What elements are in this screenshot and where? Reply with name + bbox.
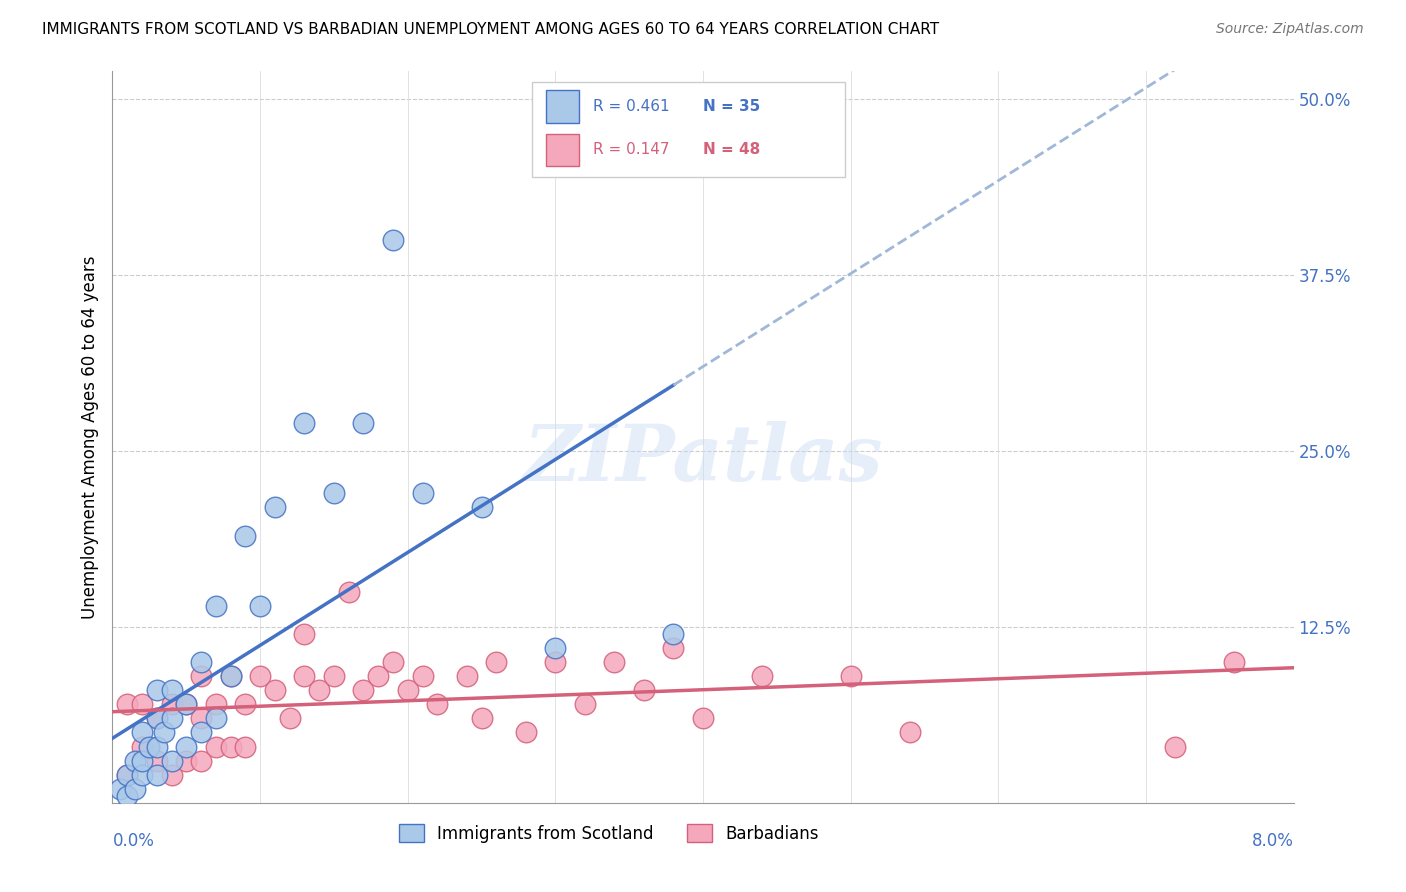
Point (278, 711, 301, 725)
Text: N = 35: N = 35 (703, 99, 761, 113)
Text: IMMIGRANTS FROM SCOTLAND VS BARBADIAN UNEMPLOYMENT AMONG AGES 60 TO 64 YEARS COR: IMMIGRANTS FROM SCOTLAND VS BARBADIAN UN… (42, 22, 939, 37)
Point (124, 754, 146, 768)
Point (367, 669, 389, 683)
Point (323, 486, 346, 500)
Point (412, 669, 434, 683)
Point (160, 754, 183, 768)
Point (205, 739, 228, 754)
Point (160, 698, 183, 712)
Point (131, 739, 153, 754)
Text: Source: ZipAtlas.com: Source: ZipAtlas.com (1216, 22, 1364, 37)
Point (117, 767, 138, 781)
Point (1164, 739, 1187, 754)
Point (117, 767, 138, 781)
Point (662, 641, 685, 656)
Point (396, 683, 419, 698)
Point (146, 683, 169, 698)
Point (292, 416, 315, 430)
Point (146, 739, 169, 754)
Point (633, 683, 655, 698)
Point (603, 655, 626, 669)
Point (138, 739, 160, 754)
Point (205, 711, 228, 725)
Point (190, 669, 212, 683)
Point (751, 669, 773, 683)
Point (323, 669, 346, 683)
Point (692, 711, 714, 725)
Point (205, 698, 228, 712)
Point (174, 754, 197, 768)
Point (249, 599, 271, 613)
Point (117, 789, 138, 803)
Point (160, 683, 183, 698)
Point (249, 669, 271, 683)
Point (190, 711, 212, 725)
Point (544, 655, 567, 669)
Point (190, 754, 212, 768)
Point (146, 767, 169, 781)
Point (174, 698, 197, 712)
Point (124, 781, 146, 796)
Text: 8.0%: 8.0% (1251, 832, 1294, 850)
Point (160, 711, 183, 725)
Point (190, 655, 212, 669)
Point (412, 486, 434, 500)
Text: 0.0%: 0.0% (112, 832, 155, 850)
Point (233, 528, 256, 542)
Point (382, 655, 405, 669)
Point (662, 627, 685, 641)
Point (146, 711, 169, 725)
Text: N = 48: N = 48 (703, 143, 761, 158)
Y-axis label: Unemployment Among Ages 60 to 64 years: Unemployment Among Ages 60 to 64 years (80, 255, 98, 619)
Point (131, 767, 153, 781)
Point (146, 711, 169, 725)
Legend: Immigrants from Scotland, Barbadians: Immigrants from Scotland, Barbadians (392, 818, 825, 849)
Point (219, 669, 242, 683)
Point (108, 781, 131, 796)
Point (471, 711, 494, 725)
Point (131, 754, 153, 768)
Point (308, 683, 330, 698)
Point (292, 627, 315, 641)
Point (352, 416, 374, 430)
Point (515, 725, 537, 739)
Point (190, 725, 212, 739)
Point (352, 683, 374, 698)
Point (174, 739, 197, 754)
Text: ZIPatlas: ZIPatlas (523, 421, 883, 497)
Point (292, 669, 315, 683)
Point (219, 739, 242, 754)
Point (382, 233, 405, 247)
Point (471, 500, 494, 515)
Point (456, 669, 478, 683)
Point (131, 725, 153, 739)
Point (160, 767, 183, 781)
Point (174, 698, 197, 712)
Point (485, 655, 508, 669)
FancyBboxPatch shape (531, 82, 845, 178)
Text: R = 0.461: R = 0.461 (593, 99, 669, 113)
Point (544, 641, 567, 656)
Point (219, 669, 242, 683)
Point (898, 725, 921, 739)
Point (233, 698, 256, 712)
Point (264, 500, 287, 515)
Point (1223, 655, 1246, 669)
Point (264, 683, 287, 698)
Text: R = 0.147: R = 0.147 (593, 143, 669, 158)
FancyBboxPatch shape (546, 90, 579, 122)
FancyBboxPatch shape (546, 134, 579, 167)
Point (337, 584, 360, 599)
Point (233, 739, 256, 754)
Point (426, 698, 449, 712)
Point (117, 698, 138, 712)
Point (131, 698, 153, 712)
Point (153, 725, 176, 739)
Point (146, 754, 169, 768)
Point (205, 599, 228, 613)
Point (839, 669, 862, 683)
Point (574, 698, 596, 712)
